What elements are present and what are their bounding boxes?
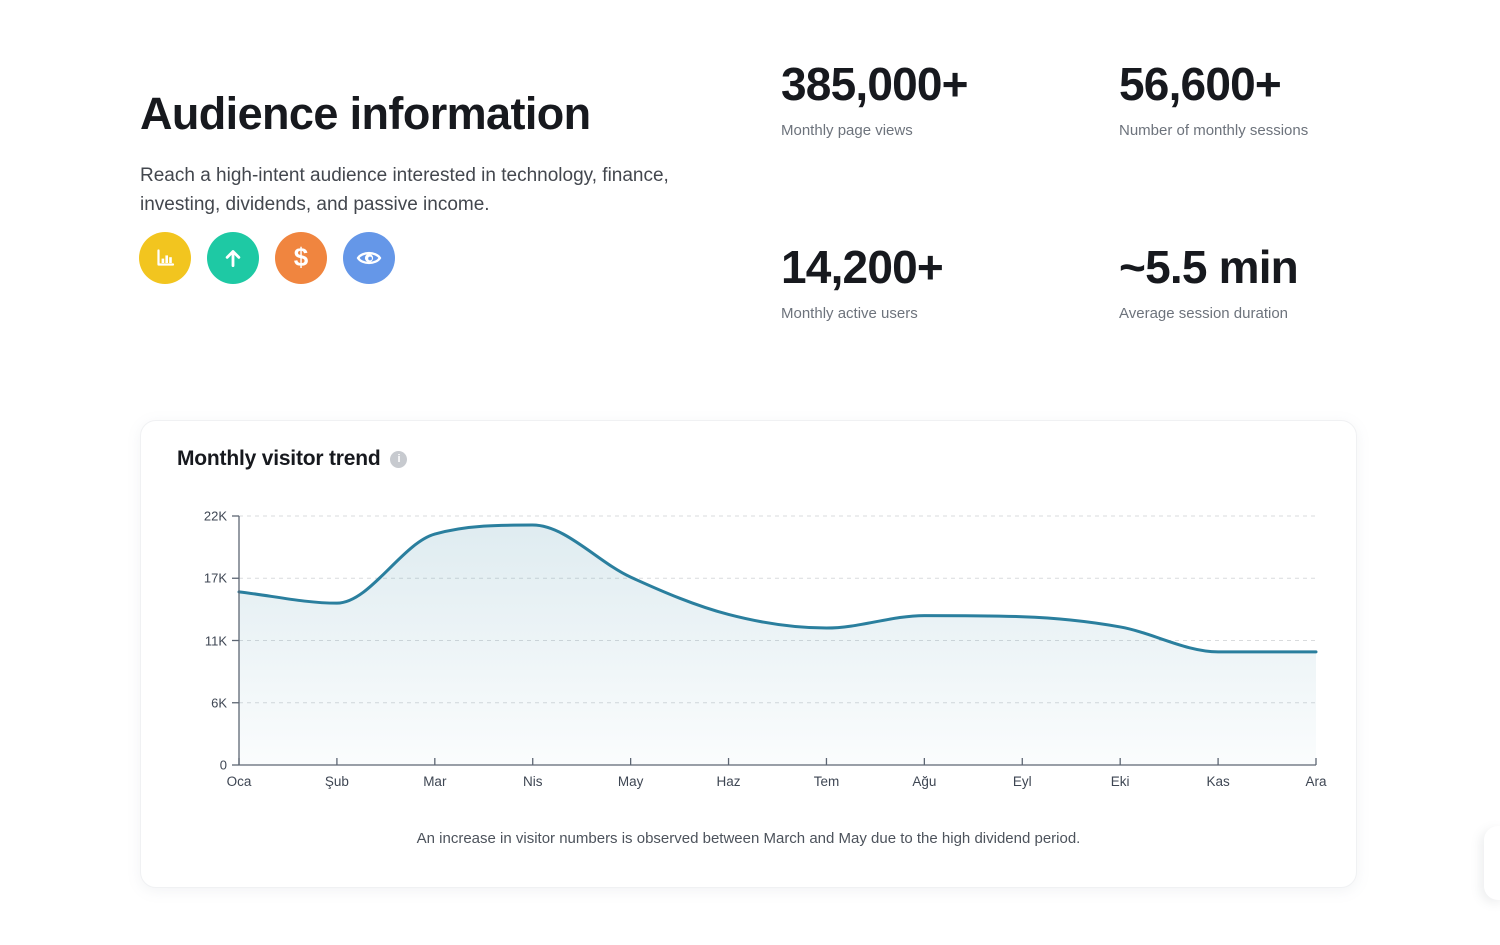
stat-active-users: 14,200+ Monthly active users <box>781 243 1121 322</box>
x-axis-tick-label: Mar <box>423 774 447 789</box>
card-title-row: Monthly visitor trend i <box>177 447 408 471</box>
bar-chart-icon <box>139 232 191 284</box>
stat-value: 14,200+ <box>781 241 944 293</box>
x-axis-tick-label: Eki <box>1110 774 1130 789</box>
x-axis-tick-label: Eyl <box>1012 774 1032 789</box>
stat-sessions: 56,600+ Number of monthly sessions <box>1119 60 1459 139</box>
chart-caption: An increase in visitor numbers is observ… <box>416 830 1081 847</box>
stats-grid: 385,000+ Monthly page views 56,600+ Numb… <box>781 60 1481 360</box>
x-axis-tick-label: Şub <box>324 774 349 789</box>
feature-icon-row: $ <box>139 232 395 284</box>
page-subtitle: Reach a high-intent audience interested … <box>140 165 669 215</box>
visitor-trend-plot[interactable]: 0 6K 11K 17K 22K Oca Şub Mar Nis May Haz Tem Ağu Eyl E… <box>204 509 1327 790</box>
arrow-up-icon <box>207 232 259 284</box>
stat-value: ~5.5 min <box>1119 241 1299 293</box>
y-axis-tick-label: 0 <box>219 757 227 773</box>
x-axis-tick-label: Ara <box>1305 774 1327 789</box>
x-axis-tick-label: Ağu <box>912 774 937 789</box>
edge-floating-tab[interactable] <box>1484 826 1500 900</box>
y-axis-tick-label: 6K <box>211 695 227 711</box>
y-axis-tick-label: 17K <box>203 570 227 586</box>
stat-label: Average session duration <box>1119 304 1288 322</box>
info-icon[interactable]: i <box>390 450 408 468</box>
y-axis-tick-label: 11K <box>204 633 227 648</box>
x-axis-tick-label: Tem <box>813 774 840 789</box>
eye-icon <box>343 232 395 284</box>
chart-title: Monthly visitor trend <box>177 447 381 470</box>
x-axis-tick-label: Kas <box>1206 774 1230 789</box>
x-axis-tick-label: Oca <box>226 774 252 789</box>
stat-value: 56,600+ <box>1119 58 1282 110</box>
dollar-icon: $ <box>275 232 327 284</box>
stat-page-views: 385,000+ Monthly page views <box>781 60 1121 139</box>
y-axis-tick-label: 22K <box>203 508 227 524</box>
dollar-glyph: $ <box>293 242 309 272</box>
stat-session-duration: ~5.5 min Average session duration <box>1119 243 1459 322</box>
page-title: Audience information <box>140 88 591 140</box>
stat-label: Monthly active users <box>781 304 918 322</box>
visitor-trend-svg <box>232 515 1318 766</box>
x-axis-tick-label: May <box>617 774 644 789</box>
stat-label: Number of monthly sessions <box>1119 121 1309 139</box>
x-axis-tick-label: Haz <box>716 774 741 789</box>
visitor-trend-card: Monthly visitor trend i 0 6K 11K 17K 22K Oca Ş… <box>140 420 1357 888</box>
stat-label: Monthly page views <box>781 121 913 139</box>
stat-value: 385,000+ <box>781 58 969 110</box>
x-axis-tick-label: Nis <box>522 774 543 789</box>
